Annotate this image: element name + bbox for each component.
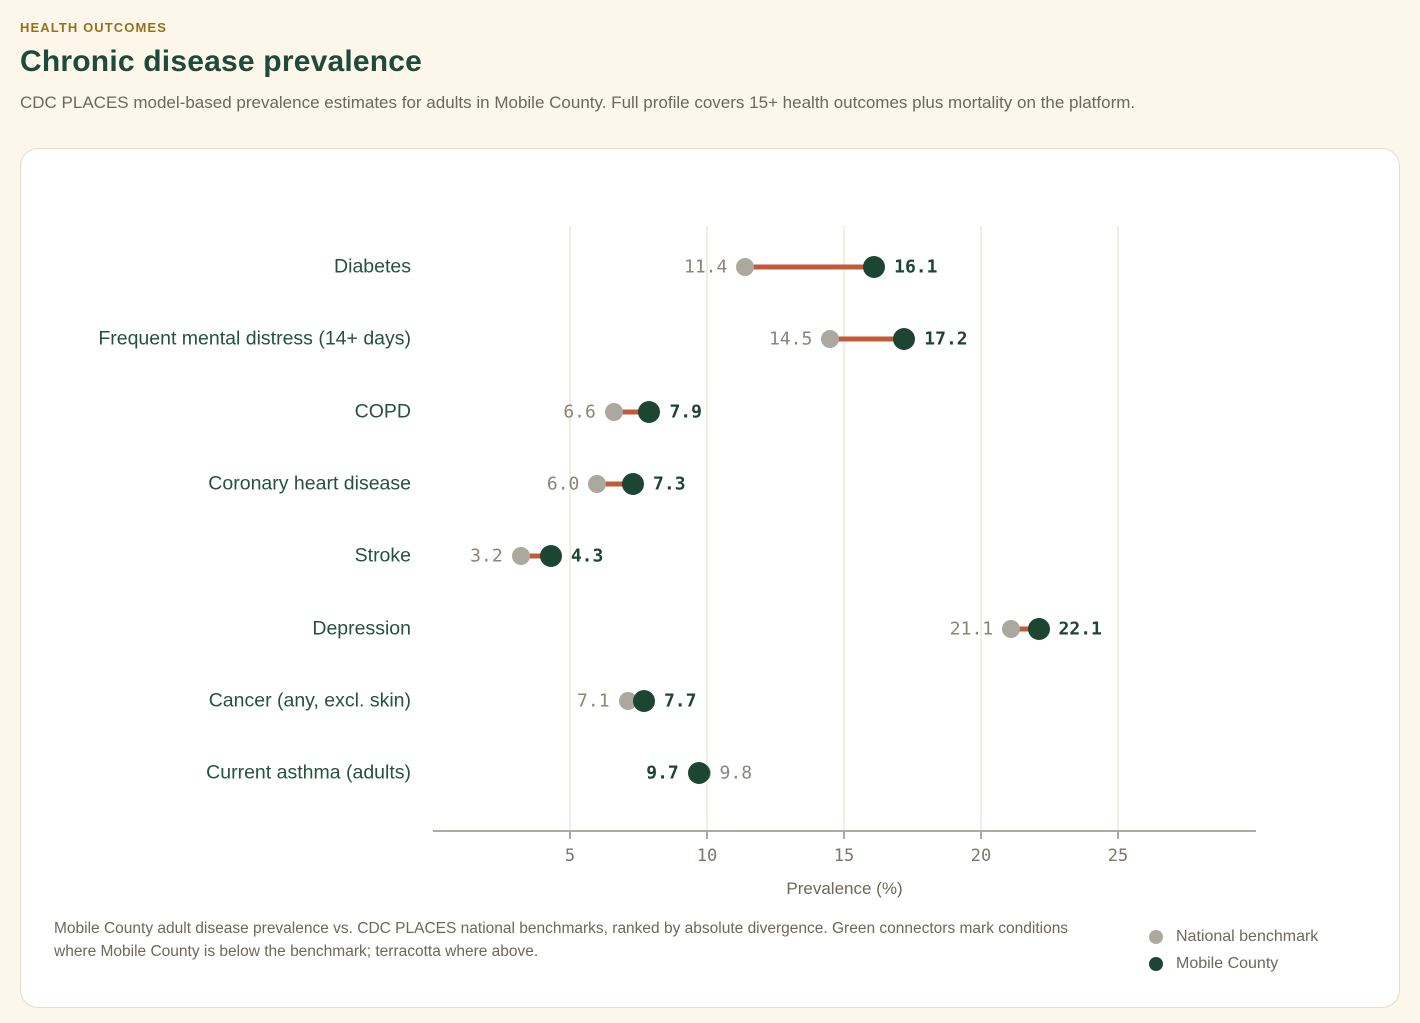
county-value-label: 9.7 [646,762,679,784]
national-value-label: 6.0 [546,473,580,495]
mobile-county-dot [632,689,655,712]
dumbbell-connector [745,264,875,270]
category-label: Depression [312,617,411,639]
gridline [1117,226,1119,831]
category-label: Coronary heart disease [208,472,411,495]
national-value-label: 14.5 [768,328,813,350]
county-value-label: 7.7 [663,690,697,712]
axis-tick-label: 15 [833,846,855,866]
category-label: Diabetes [334,255,411,278]
dumbbell-chart: 5 10 15 20 25 Prevalence (%) Diabetes 11.4 16.1 F… [21,149,1399,1007]
legend-label-county: Mobile County [1176,954,1279,972]
gridline [706,226,708,831]
axis-tick-label: 25 [1107,846,1129,866]
gridline [569,226,571,831]
x-axis-title: Prevalence (%) [786,879,903,898]
axis-tick-label: 20 [970,846,992,866]
chart-footnote-line1: Mobile County adult disease prevalence v… [54,920,1069,937]
axis-tick [706,831,708,839]
category-label: Frequent mental distress (14+ days) [98,327,411,350]
category-label: Stroke [354,544,411,567]
mobile-county-dot [687,762,710,785]
gridline [843,226,845,831]
page-header: HEALTH OUTCOMES Chronic disease prevalen… [20,20,1400,113]
county-value-label: 17.2 [924,328,968,350]
national-value-label: 9.8 [719,762,753,784]
national-value-label: 3.2 [470,545,503,567]
dumbbell-connector [520,553,551,559]
national-benchmark-dot-icon [1149,929,1163,944]
mobile-county-dot [539,545,562,568]
national-benchmark-dot [604,402,623,421]
legend-item-national: National benchmark [1149,923,1318,950]
national-benchmark-dot [588,474,607,493]
mobile-county-dot-icon [1149,956,1163,971]
axis-tick-label: 10 [696,846,718,866]
dumbbell-connector [1011,626,1039,631]
dumbbell-connector [597,481,633,487]
national-benchmark-dot [1002,619,1021,638]
national-value-label: 21.1 [949,618,994,639]
mobile-county-dot [638,400,661,423]
national-benchmark-dot [821,330,840,349]
axis-tick [1117,831,1119,839]
national-value-label: 6.6 [563,401,596,423]
mobile-county-dot [863,256,886,278]
mobile-county-dot [1027,617,1050,640]
mobile-county-dot [893,328,916,351]
page-title: Chronic disease prevalence [20,45,423,78]
national-value-label: 11.4 [684,256,728,278]
national-benchmark-dot [618,691,637,710]
chart-footnote-line2: where Mobile County is below the benchma… [54,943,539,960]
category-label: Current asthma (adults) [206,761,411,784]
chart-card: 5 10 15 20 25 Prevalence (%) Diabetes 11.4 16.1 F… [20,148,1400,1008]
axis-tick [980,831,982,839]
section-eyebrow: HEALTH OUTCOMES [20,20,167,35]
chart-legend: National benchmark Mobile County [1149,923,1318,977]
axis-tick [843,831,845,839]
mobile-county-dot [622,472,645,495]
national-benchmark-dot [736,258,755,276]
axis-tick [569,831,571,839]
x-axis-line [433,830,1256,832]
county-value-label: 22.1 [1058,618,1102,639]
legend-item-county: Mobile County [1149,950,1318,977]
page-subtitle: CDC PLACES model-based prevalence estima… [20,93,1136,112]
chart-footnote: Mobile County adult disease prevalence v… [54,917,1124,963]
national-value-label: 7.1 [577,690,610,712]
legend-label-national: National benchmark [1176,927,1319,945]
dumbbell-connector [830,336,905,342]
county-value-label: 7.3 [653,473,686,495]
county-value-label: 16.1 [894,256,938,278]
category-label: COPD [354,400,411,423]
national-benchmark-dot [511,547,530,566]
county-value-label: 7.9 [669,401,702,423]
gridline [980,226,982,831]
county-value-label: 4.3 [570,545,604,567]
axis-tick-label: 5 [564,846,576,866]
category-label: Cancer (any, excl. skin) [208,689,411,712]
dumbbell-connector [613,409,650,415]
